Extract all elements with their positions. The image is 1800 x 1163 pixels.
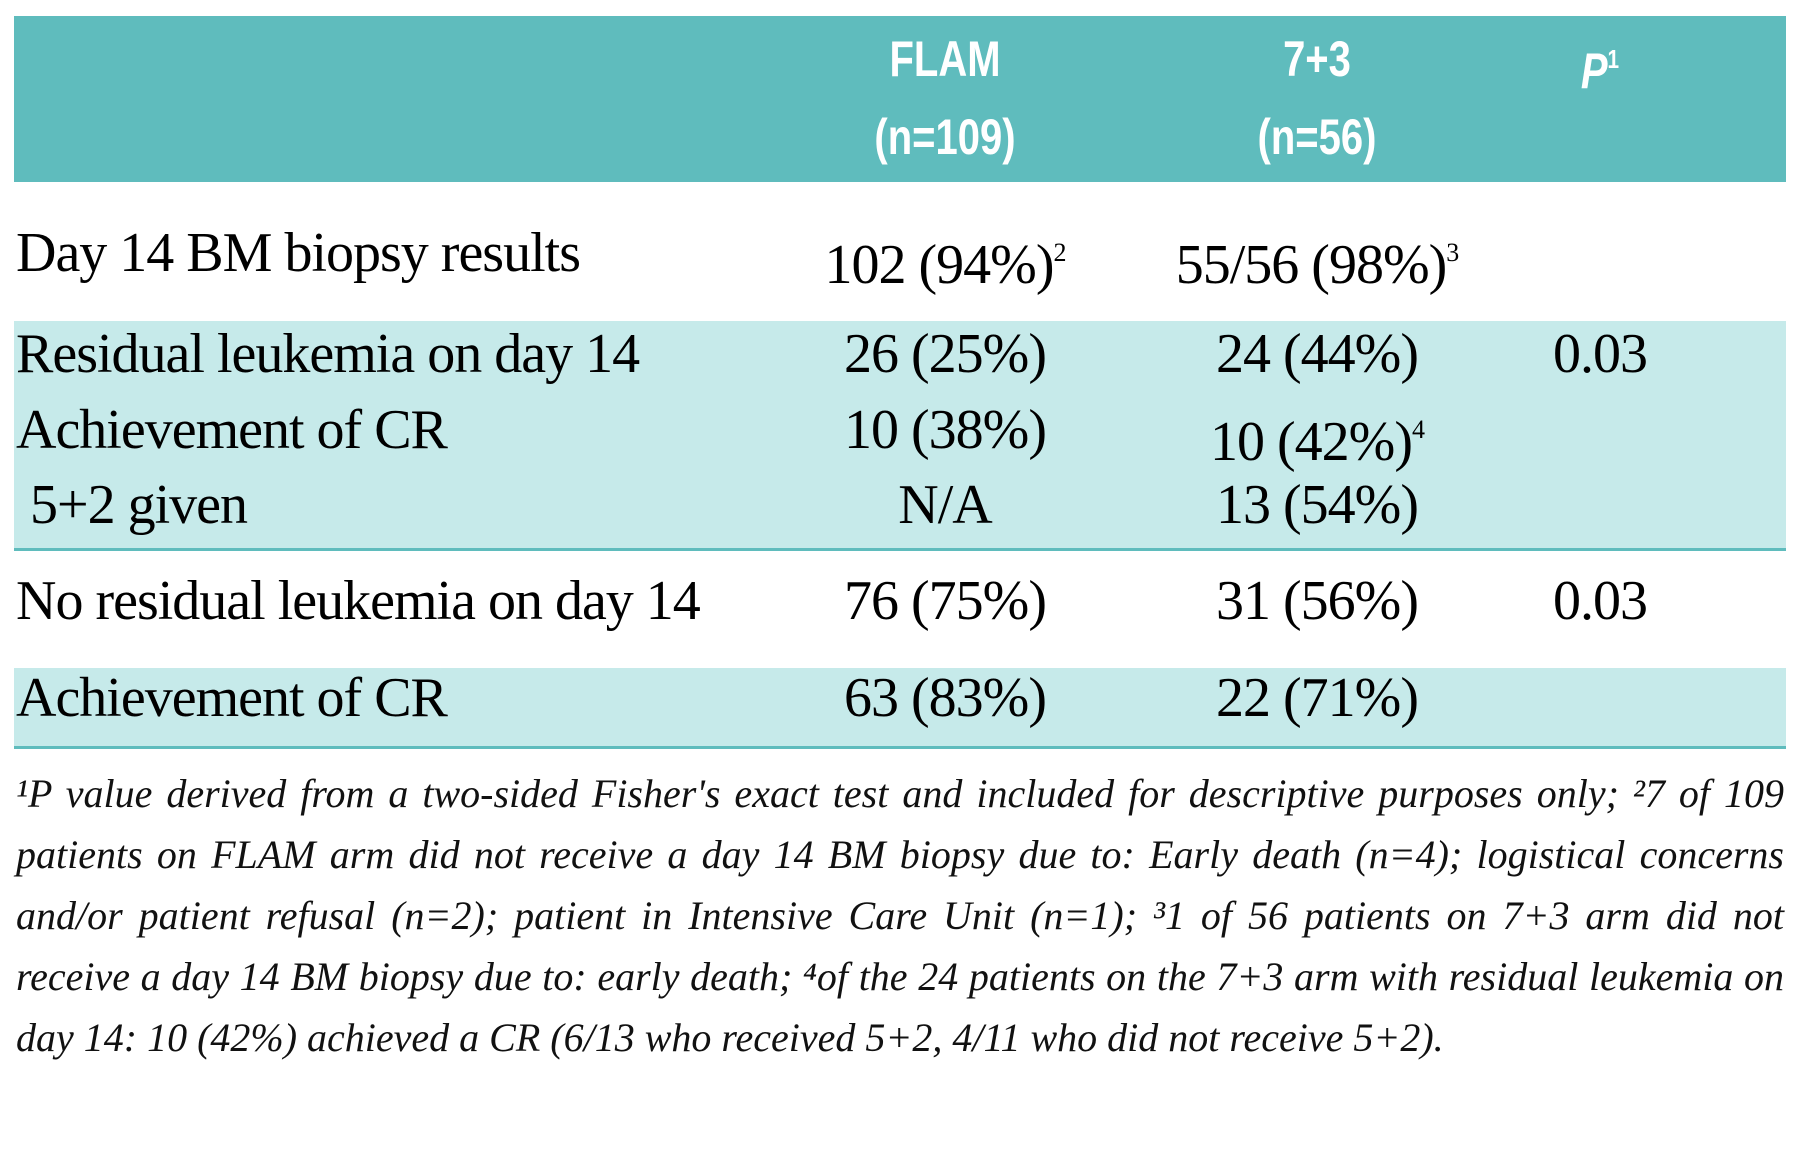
header-band (14, 16, 1786, 182)
cell: 31 (56%) (1117, 571, 1517, 631)
cell: 76 (75%) (745, 571, 1145, 631)
cell-text: 63 (83%) (844, 667, 1047, 729)
cell-sup: 4 (1411, 415, 1425, 444)
cell-text: 55/56 (98%) (1175, 234, 1448, 296)
cell-text: 24 (44%) (1216, 323, 1419, 385)
header-name: FLAM (889, 31, 1001, 87)
cell-sup: 2 (1053, 238, 1066, 267)
cell: 10 (38%) (745, 400, 1145, 460)
cell: 24 (44%) (1117, 324, 1517, 384)
header-cell: FLAM (n=109) (825, 20, 1065, 176)
cell: N/A (745, 475, 1145, 535)
header-cell: P1 (1480, 20, 1720, 110)
cell: 63 (83%) (745, 668, 1145, 728)
header-name: P (1580, 43, 1608, 99)
row-label: Day 14 BM biopsy results (16, 222, 581, 284)
cell-sup: 3 (1446, 238, 1459, 267)
footnote: ¹P value derived from a two-sided Fisher… (16, 771, 1784, 1060)
row-label: No residual leukemia on day 14 (16, 570, 701, 632)
cell: 13 (54%) (1117, 475, 1517, 535)
header-sup: 1 (1607, 44, 1620, 74)
header-name: 7+3 (1283, 31, 1351, 87)
header-cell: 7+3 (n=56) (1197, 20, 1437, 176)
row-label: Achievement of CR (16, 399, 448, 461)
cell-text: 10 (38%) (844, 399, 1047, 461)
row-label: Achievement of CR (16, 667, 448, 729)
cell-text: 26 (25%) (844, 323, 1047, 385)
cell: 55/56 (98%)3 (1117, 223, 1517, 295)
cell-text: 22 (71%) (1216, 667, 1419, 729)
shaded-band (14, 668, 1786, 749)
cell-text: 13 (54%) (1216, 474, 1419, 536)
cell-text: 76 (75%) (844, 570, 1047, 632)
cell: 102 (94%)2 (745, 223, 1145, 295)
cell: 26 (25%) (745, 324, 1145, 384)
cell-text: 10 (42%) (1210, 411, 1413, 473)
cell: 0.03 (1400, 324, 1800, 384)
header-n: (n=109) (874, 109, 1016, 165)
cell-text: 0.03 (1553, 323, 1648, 385)
row-label: 5+2 given (30, 474, 248, 536)
cell: 10 (42%)4 (1117, 400, 1517, 472)
cell-text: 0.03 (1553, 570, 1648, 632)
header-n: (n=56) (1257, 109, 1377, 165)
row-label: Residual leukemia on day 14 (16, 323, 640, 385)
cell-text: N/A (898, 474, 992, 536)
cell-text: 31 (56%) (1216, 570, 1419, 632)
cell: 22 (71%) (1117, 668, 1517, 728)
shaded-band (14, 321, 1786, 551)
cell: 0.03 (1400, 571, 1800, 631)
cell-text: 102 (94%) (824, 234, 1055, 296)
